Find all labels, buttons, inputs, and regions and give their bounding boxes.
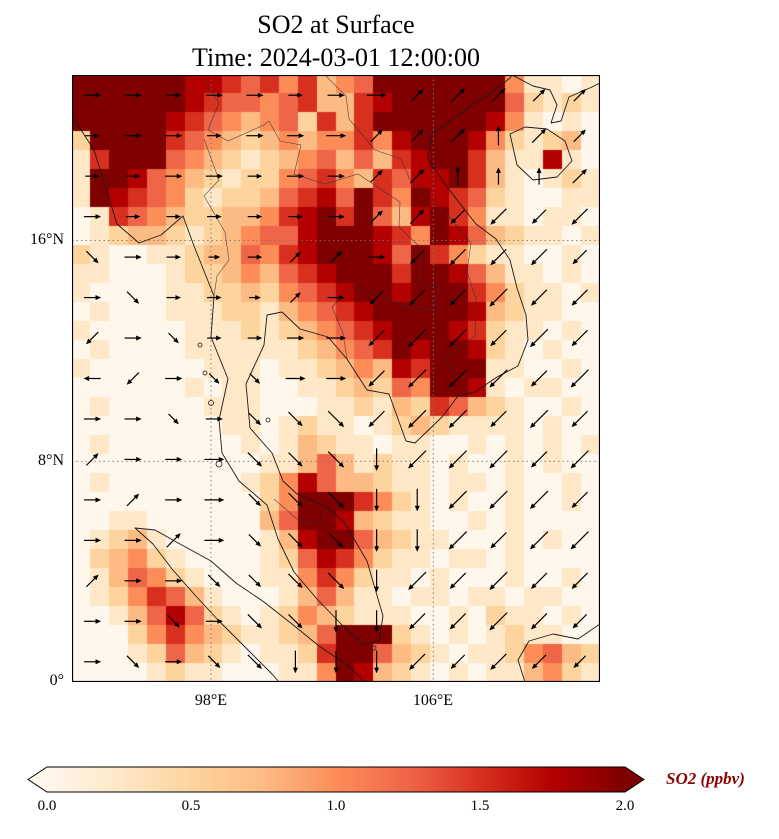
wind-arrows [83, 87, 589, 674]
y-tick-8n: 8°N [38, 452, 64, 469]
chart-subtitle: Time: 2024-03-01 12:00:00 [192, 43, 480, 72]
cb-tick-10: 1.0 [326, 798, 346, 814]
colorbar-svg [27, 766, 645, 793]
cb-tick-05: 0.5 [181, 798, 201, 814]
coastline-path [134, 527, 366, 682]
colorbar-bar [27, 766, 645, 793]
border-path [273, 498, 326, 524]
title-block: SO2 at Surface Time: 2024-03-01 12:00:00 [72, 8, 600, 74]
chart-title: SO2 at Surface [257, 10, 415, 39]
border-path [324, 75, 477, 381]
coastline-path [509, 126, 573, 181]
border-path [199, 75, 270, 142]
map-overlay [72, 75, 600, 682]
coastline-path [72, 75, 529, 646]
x-tick-106e: 106°E [412, 692, 454, 709]
coastline-path [517, 623, 600, 682]
cb-tick-20: 2.0 [615, 798, 635, 814]
map-panel [72, 75, 600, 682]
cb-tick-0: 0.0 [37, 798, 57, 814]
cb-tick-15: 1.5 [470, 798, 490, 814]
coastlines [72, 75, 600, 682]
y-tick-0: 0° [49, 672, 64, 689]
map-frame [72, 75, 600, 682]
small-islands [197, 342, 377, 651]
country-borders [199, 75, 477, 524]
colorbar-label: SO2 (ppbv) [666, 769, 745, 788]
x-tick-98e: 98°E [194, 692, 228, 709]
border-path [203, 138, 230, 297]
y-tick-16n: 16°N [30, 231, 64, 248]
coastline-path [511, 75, 600, 124]
border-path [268, 120, 440, 360]
